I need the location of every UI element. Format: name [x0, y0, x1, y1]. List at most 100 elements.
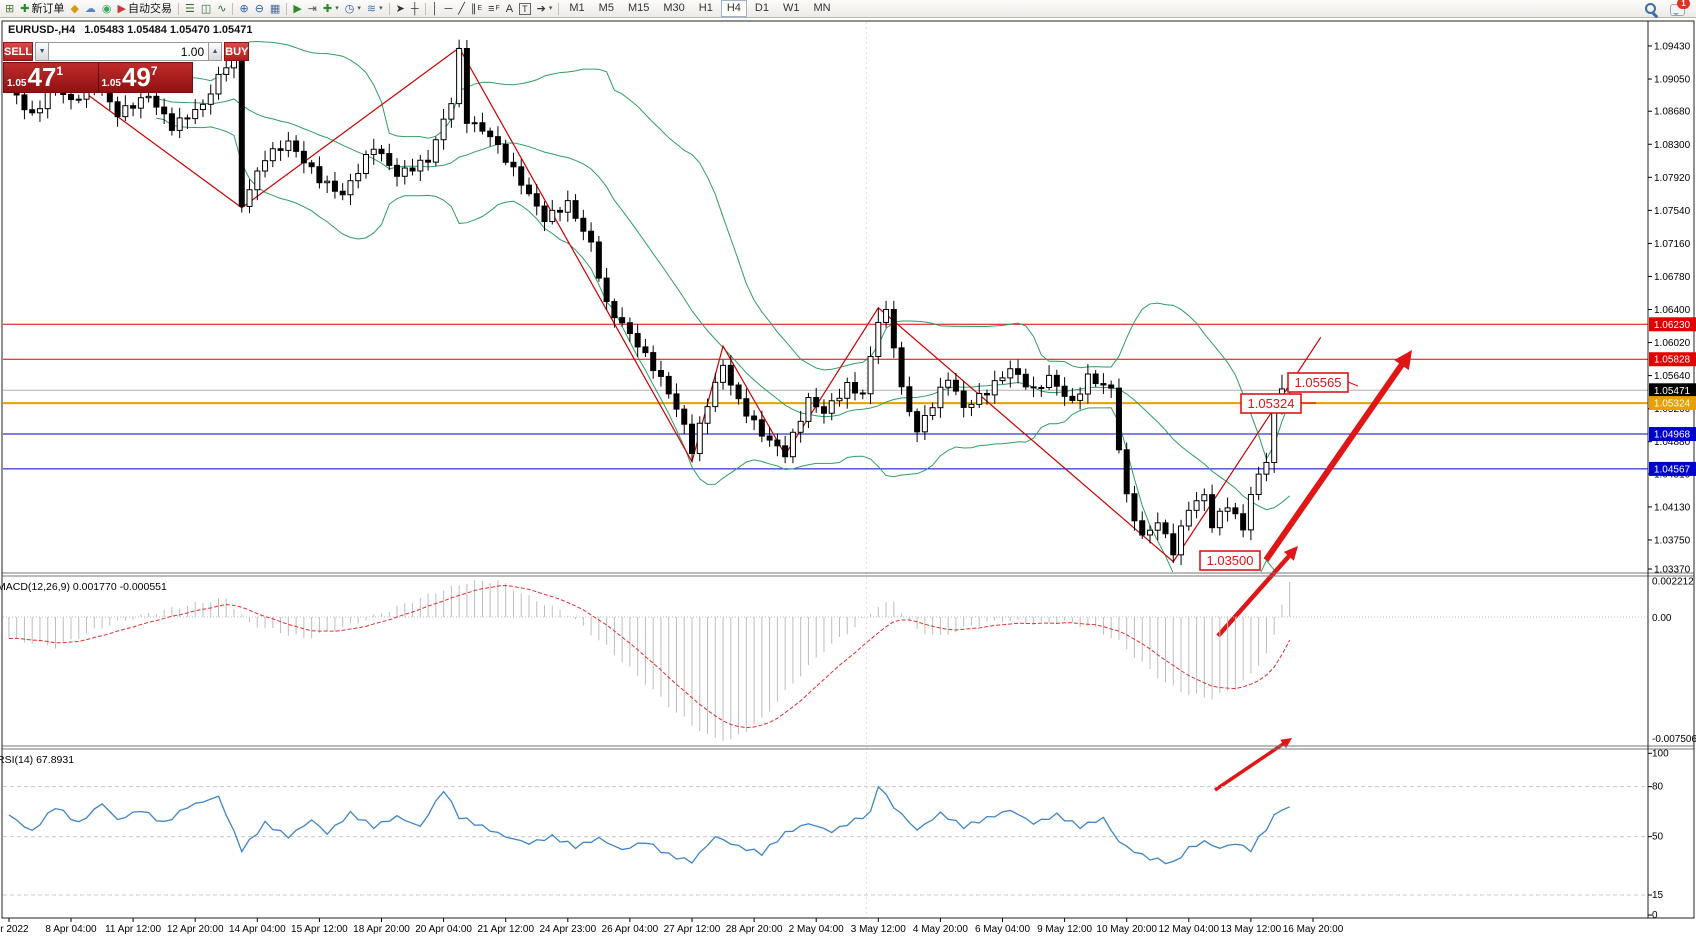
svg-text:-0.007506: -0.007506 — [1652, 734, 1696, 745]
sell-price-sup: 1 — [56, 64, 64, 78]
price-axis[interactable]: 1.09430 1.09050 1.08680 1.08300 1.07920 1.075… — [1648, 21, 1696, 921]
volume-input[interactable] — [49, 42, 209, 61]
buy-button[interactable]: BUY — [224, 42, 250, 61]
sell-price-display[interactable]: 1.05 47 1 — [4, 63, 98, 92]
sell-price-big: 47 — [27, 63, 57, 92]
toolbar-separator — [388, 2, 390, 15]
svg-text:14 Apr 04:00: 14 Apr 04:00 — [229, 924, 286, 935]
svg-text:Apr 2022: Apr 2022 — [0, 924, 29, 935]
volume-increase-button[interactable]: ▲ — [208, 42, 223, 61]
svg-text:28 Apr 20:00: 28 Apr 20:00 — [726, 924, 783, 935]
timeframe-button-mn[interactable]: MN — [813, 2, 831, 14]
macd-pane — [3, 580, 1648, 741]
svg-text:1.03370: 1.03370 — [1654, 565, 1691, 576]
candlestick-chart-button[interactable]: ◫ — [199, 1, 213, 17]
bar-chart-button[interactable]: ☰ — [183, 1, 197, 17]
timeframe-button-w1[interactable]: W1 — [782, 2, 800, 14]
svg-text:20 Apr 04:00: 20 Apr 04:00 — [415, 924, 472, 935]
chart-quotes-label: 1.05483 1.05484 1.05470 1.05471 — [84, 24, 253, 36]
timeframe-button-m5[interactable]: M5 — [598, 2, 614, 14]
svg-text:1.09050: 1.09050 — [1654, 75, 1691, 86]
arrows-tool-button[interactable]: ➔ ▾ — [535, 1, 555, 17]
svg-text:100: 100 — [1652, 748, 1669, 759]
svg-text:13 May 12:00: 13 May 12:00 — [1221, 924, 1282, 935]
timeframe-button-m1[interactable]: M1 — [569, 2, 585, 14]
chart-title: EURUSD-,H4 1.05483 1.05484 1.05470 1.054… — [8, 24, 259, 36]
line-chart-button[interactable]: ∿ — [215, 1, 228, 17]
trend-arrows[interactable] — [1214, 350, 1412, 792]
cursor-button[interactable]: ➤ — [394, 1, 407, 17]
svg-text:1.03750: 1.03750 — [1654, 535, 1691, 546]
svg-text:27 Apr 12:00: 27 Apr 12:00 — [664, 924, 721, 935]
autotrading-button[interactable]: ▶ 自动交易 — [116, 1, 174, 17]
rsi-label: RSI(14) 67.8931 — [0, 754, 74, 766]
svg-text:1.08300: 1.08300 — [1654, 140, 1691, 151]
fibonacci-button[interactable]: ≡ F — [486, 1, 502, 17]
add-indicator-button[interactable]: ✚ ▾ — [321, 1, 341, 17]
text-label-button[interactable]: T — [517, 1, 533, 17]
equidistant-channel-button[interactable]: ∥ E — [469, 1, 484, 17]
cursor-icon: ➤ — [395, 2, 405, 15]
timeframe-button-d1[interactable]: D1 — [754, 2, 769, 14]
notification-badge: 1 — [1677, 0, 1690, 9]
zoom-out-icon: ⊖ — [254, 2, 264, 15]
horizontal-level-lines — [3, 323, 1648, 470]
publish-button[interactable]: ☁ — [83, 1, 98, 17]
svg-text:1.08680: 1.08680 — [1654, 107, 1691, 118]
template-button[interactable]: ≋ ▾ — [365, 1, 385, 17]
deposit-button[interactable]: ◆ — [68, 1, 80, 17]
macd-label: MACD(12,26,9) 0.001770 -0.000551 — [0, 581, 167, 593]
chart-shift-button[interactable]: ⇥ — [306, 1, 319, 17]
timeframe-button-m30[interactable]: M30 — [663, 2, 685, 14]
svg-text:1.09430: 1.09430 — [1654, 42, 1691, 53]
equidistant-channel-icon: ∥ — [470, 2, 477, 15]
toolbar-right: 1 — [1644, 0, 1694, 16]
vertical-line-button[interactable]: │ — [430, 1, 441, 17]
zoom-in-button[interactable]: ⊕ — [237, 1, 250, 17]
time-axis[interactable]: Apr 2022 8 Apr 04:00 11 Apr 12:00 12 Apr 20… — [0, 918, 1344, 935]
zigzag-trendline[interactable] — [86, 46, 1322, 563]
crosshair-button[interactable]: ┼ — [409, 1, 421, 17]
new-order-button[interactable]: ✚ 新订单 — [18, 1, 66, 17]
tool-subscript: E — [477, 4, 483, 12]
text-button[interactable]: A — [504, 1, 515, 17]
text-label-icon: T — [519, 2, 531, 15]
horizontal-line-button[interactable]: ─ — [443, 1, 455, 17]
svg-text:15 Apr 12:00: 15 Apr 12:00 — [291, 924, 348, 935]
zoom-out-button[interactable]: ⊖ — [253, 1, 266, 17]
svg-text:15: 15 — [1652, 890, 1664, 901]
market-radar-icon: ◉ — [101, 2, 112, 15]
horizontal-line-icon: ─ — [444, 2, 453, 15]
svg-text:1.04968: 1.04968 — [1654, 430, 1691, 441]
new-order-button-label: 新订单 — [31, 2, 65, 15]
periods-button[interactable]: ◷ ▾ — [343, 1, 363, 17]
volume-decrease-button[interactable]: ▼ — [35, 42, 50, 61]
svg-text:1.07920: 1.07920 — [1654, 173, 1691, 184]
sell-button[interactable]: SELL — [3, 42, 34, 61]
market-radar-button[interactable]: ◉ — [100, 1, 114, 17]
svg-text:21 Apr 12:00: 21 Apr 12:00 — [477, 924, 534, 935]
svg-text:6 May 04:00: 6 May 04:00 — [975, 924, 1030, 935]
tile-windows-button[interactable]: ▦ — [268, 1, 282, 17]
svg-text:1.06400: 1.06400 — [1654, 305, 1691, 316]
svg-text:1.04880: 1.04880 — [1654, 437, 1691, 448]
trendline-button[interactable]: ╱ — [456, 1, 467, 17]
new-chart-button[interactable]: ⊞ — [3, 1, 16, 17]
svg-text:50: 50 — [1652, 832, 1664, 843]
timeframe-button-h4[interactable]: H4 — [720, 0, 747, 17]
buy-price-display[interactable]: 1.05 49 7 — [99, 63, 193, 92]
svg-text:1.05471: 1.05471 — [1654, 386, 1691, 397]
new-order-icon: ✚ — [20, 2, 30, 15]
search-icon[interactable] — [1644, 2, 1658, 16]
timeframe-button-h1[interactable]: H1 — [698, 2, 713, 14]
periods-icon: ◷ — [344, 2, 355, 15]
svg-text:1.06020: 1.06020 — [1654, 338, 1691, 349]
autotrading-button-label: 自动交易 — [127, 2, 172, 15]
svg-text:4 May 20:00: 4 May 20:00 — [913, 924, 968, 935]
window-frame — [1, 20, 1695, 919]
notifications-button[interactable]: 1 — [1670, 0, 1690, 16]
timeframe-button-m15[interactable]: M15 — [627, 2, 650, 14]
crosshair-icon: ┼ — [410, 2, 419, 15]
strategy-tester-button[interactable]: ▶ — [291, 1, 303, 17]
